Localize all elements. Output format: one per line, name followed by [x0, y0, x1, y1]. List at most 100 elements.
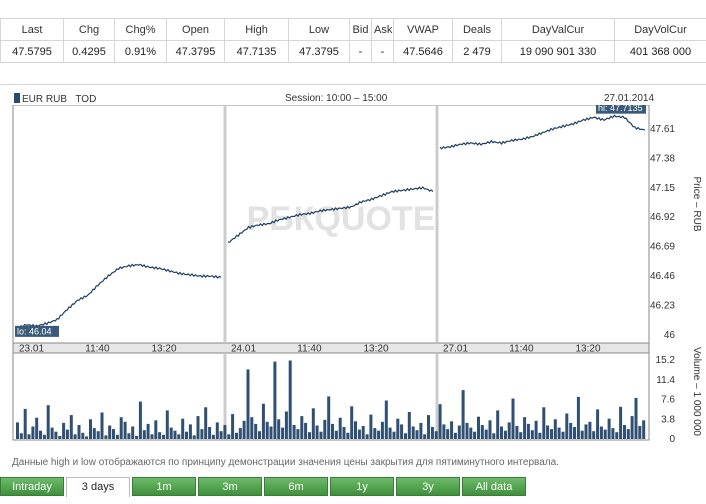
volume-bar [592, 431, 596, 439]
tab-3m[interactable]: 3m [198, 477, 262, 496]
volume-bar [450, 421, 454, 439]
volume-tick-label: 11.4 [656, 375, 675, 386]
volume-bar [619, 406, 623, 439]
volume-bar [19, 433, 23, 439]
price-tick-label: 46 [664, 330, 676, 341]
low-value: 47.3795 [288, 40, 350, 63]
volume-bar [173, 430, 177, 439]
period-tabs: Intraday 3 days 1m 3m 6m 1y 3y All data [0, 477, 706, 497]
price-panel [12, 105, 650, 344]
volume-bar [511, 398, 515, 439]
volume-bar [354, 421, 357, 439]
volume-bar [319, 431, 323, 439]
quote-table: Last Chg Chg% Open High Low Bid Ask VWAP… [0, 18, 706, 63]
volume-bar [331, 423, 334, 439]
volume-bar [146, 423, 150, 439]
quote-table-value-row: 47.5795 0.4295 0.91% 47.3795 47.7135 47.… [0, 40, 706, 63]
price-tick-label: 47.61 [650, 124, 675, 135]
quote-table-header-row: Last Chg Chg% Open High Low Bid Ask VWAP… [0, 18, 706, 41]
header-cell: Low [288, 18, 350, 41]
tab-6m[interactable]: 6m [264, 477, 328, 496]
volume-bar [484, 429, 488, 439]
volume-bar [77, 425, 81, 439]
price-line-23.01 [15, 263, 222, 330]
volume-bar [538, 432, 542, 439]
volume-bar [434, 431, 438, 439]
volume-bar [69, 415, 73, 439]
volume-bar [112, 429, 115, 439]
volume-bar [200, 429, 204, 439]
volume-bar [235, 432, 238, 439]
hi-label: hi: 47.7135 [598, 105, 643, 113]
volume-bar [411, 426, 415, 439]
volume-bar [380, 421, 384, 439]
volume-bar [407, 412, 411, 439]
volume-bar [108, 425, 112, 439]
volume-bar [292, 425, 296, 439]
volume-bar [100, 412, 104, 439]
session-separator [223, 354, 227, 439]
time-tick-label: 23.01 [19, 344, 44, 355]
volume-bar [261, 403, 265, 439]
volume-bar [599, 426, 603, 439]
session-separator [435, 354, 439, 439]
time-tick-label: 11:40 [509, 344, 534, 355]
tab-intraday[interactable]: Intraday [0, 477, 64, 496]
volume-bar [162, 434, 165, 439]
volume-bar [438, 404, 442, 439]
session-label: Session: 10:00 – 15:00 [285, 93, 388, 104]
volume-bar [192, 435, 196, 439]
volume-bar [16, 422, 19, 439]
volume-bar [238, 428, 242, 439]
volume-bar [453, 432, 457, 439]
volume-bar [215, 422, 219, 439]
volume-bar [573, 427, 576, 439]
change-value: 0.4295 [63, 40, 115, 63]
header-cell: Chg% [114, 18, 167, 41]
volume-bar [500, 426, 503, 439]
volume-bar [588, 421, 592, 439]
volume-bar [523, 417, 527, 439]
volume-bar [607, 418, 611, 439]
series-swatch [14, 93, 20, 103]
volume-bar [596, 409, 600, 439]
volume-bar [542, 407, 546, 439]
price-volume-chart[interactable]: РБКQUOTE 47.61 47.38 47.15 46.92 46.69 46.46 46… [0, 105, 706, 470]
volume-bar [634, 397, 638, 439]
deals-value: 2 479 [452, 40, 502, 63]
volume-bar [526, 423, 530, 439]
volume-bar [377, 430, 381, 439]
session-separator [435, 106, 439, 342]
volume-bar [396, 418, 400, 439]
tab-1y[interactable]: 1y [330, 477, 394, 496]
price-tick-label: 46.69 [650, 242, 675, 253]
time-tick-label: 13:20 [576, 344, 601, 355]
volume-bar [446, 429, 450, 439]
volume-bar [611, 428, 615, 439]
volume-bar [273, 361, 277, 439]
price-tick-label: 46.92 [650, 212, 675, 223]
header-cell: Bid [349, 18, 372, 41]
board-name: TOD [75, 94, 97, 105]
header-cell: Chg [63, 18, 115, 41]
vwap-value: 47.5646 [393, 40, 453, 63]
volume-bar [254, 423, 258, 439]
volume-bar [181, 418, 185, 439]
tab-all-data[interactable]: All data [462, 477, 526, 496]
volume-bar [580, 430, 584, 439]
volume-bar [288, 360, 292, 439]
tab-3-days[interactable]: 3 days [66, 477, 130, 497]
volume-bar [35, 417, 39, 439]
volume-bar [142, 430, 146, 439]
day-volume-cur: 401 368 000 [614, 40, 706, 63]
volume-bar [415, 430, 419, 439]
volume-bar [623, 425, 626, 439]
time-tick-label: 11:40 [85, 344, 110, 355]
tab-1m[interactable]: 1m [132, 477, 196, 496]
volume-bar [131, 426, 135, 439]
header-cell: Open [166, 18, 225, 41]
volume-bar [311, 408, 315, 439]
tab-3y[interactable]: 3y [396, 477, 460, 496]
lo-label: lo: 46.04 [17, 326, 52, 336]
volume-bar [515, 426, 519, 439]
